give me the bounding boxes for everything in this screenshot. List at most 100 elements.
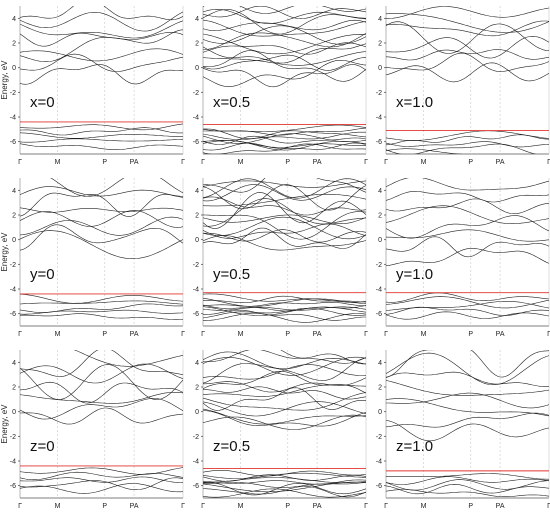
band-lines [20, 6, 183, 150]
conduction-band-line [203, 19, 366, 31]
conduction-band-line [386, 205, 549, 224]
y-axis-label: Energy, eV [0, 232, 9, 272]
valence-band-line [203, 293, 366, 303]
conduction-band-line [386, 380, 549, 396]
band-lines [203, 350, 366, 498]
conduction-band-line [386, 352, 549, 385]
valence-band-line [203, 482, 366, 496]
y-tick-label: 2 [12, 385, 16, 392]
valence-band-line [386, 311, 549, 320]
valence-band-line [20, 471, 183, 480]
valence-band-line [203, 312, 366, 323]
valence-band-line [203, 486, 366, 498]
conduction-band-line [203, 194, 366, 207]
valence-band-line [20, 143, 183, 150]
y-tick-label: 0 [195, 409, 199, 416]
y-tick-label: -4 [376, 115, 382, 122]
x-tick-label: P [285, 331, 290, 338]
x-tick-label: Γ [18, 331, 22, 338]
y-tick-label: 0 [378, 237, 382, 244]
x-tick-label: P [102, 159, 107, 166]
valence-band-line [386, 479, 549, 491]
band-panel-z=0.5: 4 2 0 -2 -4 -6 Γ M P PA Γz=0.5 [193, 350, 368, 510]
valence-band-line [20, 300, 183, 305]
x-tick-label: Γ [364, 503, 368, 510]
y-tick-label: -2 [193, 262, 199, 269]
panel-label: x=1.0 [396, 94, 433, 111]
x-tick-label: PA [313, 503, 322, 510]
y-tick-label: -2 [10, 262, 16, 269]
conduction-band-line [203, 384, 366, 397]
y-tick-label: -4 [10, 115, 16, 122]
y-tick-label: -6 [193, 311, 199, 318]
conduction-band-line [203, 25, 366, 45]
x-tick-label: PA [130, 159, 139, 166]
conduction-band-line [203, 64, 366, 88]
valence-band-line [386, 476, 549, 485]
valence-band-line [203, 488, 366, 498]
conduction-band-line [386, 371, 549, 387]
valence-band-line [203, 143, 366, 154]
conduction-band-line [203, 178, 366, 199]
conduction-band-line [20, 48, 183, 62]
x-tick-label: PA [313, 159, 322, 166]
conduction-band-line [386, 6, 549, 19]
y-tick-label: -2 [10, 90, 16, 97]
y-tick-label: -2 [10, 434, 16, 441]
x-tick-label: Γ [201, 503, 205, 510]
x-tick-label: M [238, 159, 244, 166]
conduction-band-line [203, 198, 366, 227]
band-panel-y=0.5: 4 2 0 -2 -4 -6 Γ M P PA Γy=0.5 [193, 178, 368, 338]
y-tick-label: 0 [195, 65, 199, 72]
valence-band-line [20, 313, 183, 320]
x-tick-label: PA [313, 331, 322, 338]
panel-label: z=0 [30, 438, 55, 455]
conduction-band-line [20, 20, 183, 39]
conduction-band-line [203, 192, 366, 229]
valence-band-line [203, 308, 366, 319]
conduction-band-line [203, 387, 366, 411]
conduction-band-line [20, 11, 183, 32]
panel-label: x=0 [30, 94, 55, 111]
x-tick-label: Γ [547, 503, 550, 510]
y-tick-label: -4 [193, 459, 199, 466]
conduction-band-line [203, 351, 366, 370]
y-tick-label: 4 [195, 188, 199, 195]
conduction-band-line [20, 192, 183, 217]
band-lines [386, 178, 549, 320]
valence-band-line [20, 123, 183, 131]
conduction-band-line [20, 407, 183, 425]
y-tick-label: 2 [12, 41, 16, 48]
x-tick-label: M [238, 503, 244, 510]
y-tick-label: -2 [193, 434, 199, 441]
conduction-band-line [386, 420, 549, 442]
x-tick-label: P [102, 503, 107, 510]
conduction-band-line [386, 412, 549, 428]
conduction-band-line [20, 207, 183, 213]
y-axis-label: Energy, eV [0, 60, 9, 100]
conduction-band-line [203, 54, 366, 71]
y-tick-label: 2 [195, 213, 199, 220]
conduction-band-line [203, 6, 366, 14]
conduction-band-line [20, 216, 183, 236]
conduction-band-line [20, 398, 183, 420]
conduction-band-line [386, 52, 549, 72]
y-tick-label: 0 [12, 65, 16, 72]
conduction-band-line [203, 223, 366, 239]
conduction-band-line [386, 35, 549, 59]
valence-band-line [20, 477, 183, 490]
conduction-band-line [203, 8, 366, 24]
y-tick-label: -2 [376, 434, 382, 441]
conduction-band-line [386, 392, 549, 409]
conduction-band-line [203, 50, 366, 82]
y-tick-label: 0 [12, 237, 16, 244]
conduction-band-line [203, 180, 366, 188]
x-tick-label: P [468, 159, 473, 166]
conduction-band-line [386, 62, 549, 83]
conduction-band-line [203, 392, 366, 411]
x-tick-label: Γ [18, 503, 22, 510]
conduction-band-line [203, 371, 366, 394]
conduction-band-line [20, 32, 183, 62]
y-tick-label: -6 [10, 311, 16, 318]
conduction-band-line [203, 43, 366, 64]
